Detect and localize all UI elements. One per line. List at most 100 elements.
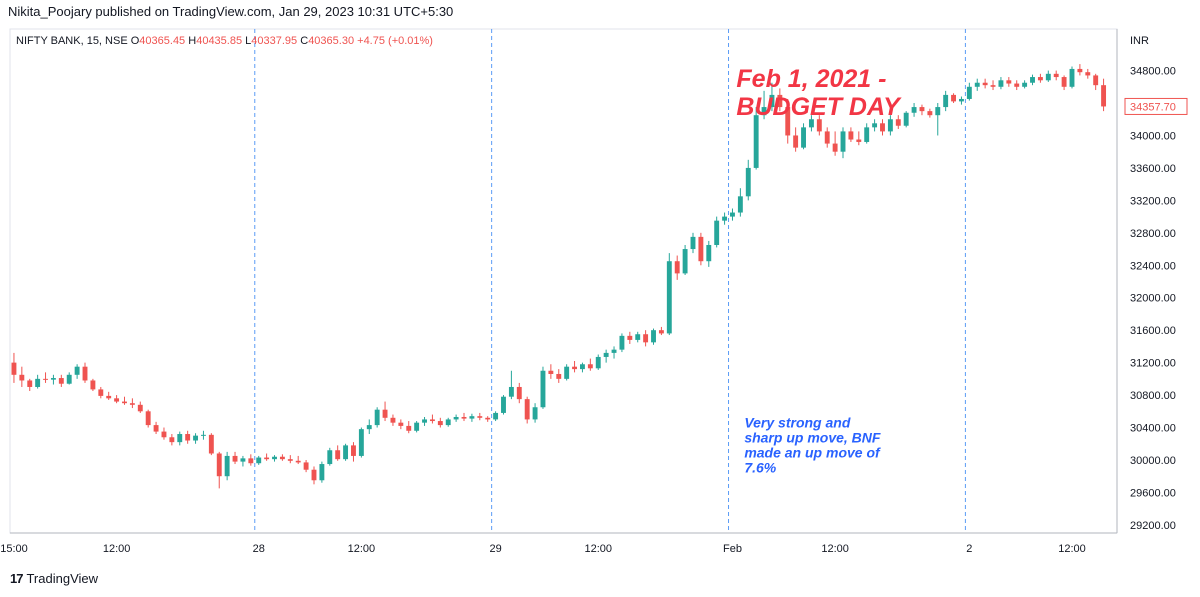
candle-body xyxy=(1085,72,1091,76)
candle-body xyxy=(532,407,538,420)
candle xyxy=(145,409,151,428)
candle-body xyxy=(753,115,759,168)
candle xyxy=(793,127,799,152)
candle-body xyxy=(169,437,175,443)
candle xyxy=(1069,66,1075,89)
time-tick-label: 29 xyxy=(489,543,501,555)
candle xyxy=(240,455,246,467)
candle-body xyxy=(201,434,206,436)
time-tick-label: 28 xyxy=(253,543,265,555)
candle xyxy=(1077,64,1083,76)
price-tick-label: 32800.00 xyxy=(1130,228,1176,240)
candle-body xyxy=(927,111,933,116)
candle xyxy=(674,255,680,280)
up-move-annotation: made an up move of xyxy=(744,445,881,461)
candle-body xyxy=(935,107,941,116)
candle xyxy=(216,451,222,489)
candle-body xyxy=(374,409,380,426)
time-tick-label: 12:00 xyxy=(103,543,131,555)
candle-body xyxy=(966,86,972,99)
candle-body xyxy=(129,403,135,405)
candle xyxy=(422,416,427,426)
footer-brand[interactable]: 17 TradingView xyxy=(10,571,98,586)
candle xyxy=(832,131,838,156)
candle-body xyxy=(287,459,293,461)
chart-frame xyxy=(9,28,1118,534)
candle-body xyxy=(485,417,491,420)
candle xyxy=(580,362,585,373)
candle-body xyxy=(208,434,214,454)
candle xyxy=(343,443,349,461)
price-tick-label: 31200.00 xyxy=(1130,358,1176,370)
candle-body xyxy=(240,458,246,462)
candle-body xyxy=(524,399,530,420)
budget-day-annotation: BUDGET DAY xyxy=(736,93,902,121)
candle xyxy=(982,78,988,89)
candle xyxy=(11,352,17,383)
candle-body xyxy=(27,380,33,387)
candle xyxy=(1014,80,1020,91)
candle-body xyxy=(366,425,372,430)
candle xyxy=(1101,78,1107,112)
candle-body xyxy=(406,425,412,431)
candle-body xyxy=(816,119,822,132)
candle xyxy=(595,354,601,370)
price-tick-label: 33600.00 xyxy=(1130,163,1176,175)
plot-border xyxy=(9,28,1118,534)
candle-body xyxy=(82,366,88,381)
price-tick-label: 34000.00 xyxy=(1130,130,1176,142)
candle xyxy=(74,364,80,379)
candle xyxy=(627,331,633,344)
candle xyxy=(477,412,483,421)
candle xyxy=(895,115,901,129)
candle xyxy=(753,107,759,170)
candle xyxy=(287,455,293,464)
candle xyxy=(161,427,167,440)
candle-body xyxy=(990,85,996,87)
candle xyxy=(635,331,641,343)
price-axis[interactable]: INR 29200.00 29600.00 30000.00 30400.00 30800… xyxy=(1124,35,1188,532)
candle-body xyxy=(556,373,562,379)
candle xyxy=(706,240,712,267)
candle xyxy=(382,401,388,422)
candle xyxy=(777,88,783,112)
candle-body xyxy=(193,435,199,441)
candle xyxy=(856,131,862,146)
candle-body xyxy=(185,434,191,441)
candle xyxy=(737,188,743,217)
last-price-label: 34357.70 xyxy=(1130,101,1176,113)
candle-body xyxy=(635,334,641,340)
candle-body xyxy=(651,330,656,343)
candle-body xyxy=(335,450,341,460)
candle-body xyxy=(358,429,364,456)
candle-body xyxy=(824,131,830,144)
candle-body xyxy=(769,94,775,108)
candle xyxy=(974,78,980,91)
candle xyxy=(840,127,846,159)
candle xyxy=(90,378,96,392)
candle-body xyxy=(311,469,317,481)
candle xyxy=(201,430,206,440)
candle xyxy=(469,413,475,422)
candle xyxy=(927,108,933,118)
close-value: 40365.30 xyxy=(308,35,355,47)
candle xyxy=(722,212,728,225)
candle-body xyxy=(264,457,270,460)
candle-body xyxy=(437,421,443,426)
candle xyxy=(619,333,625,353)
candle xyxy=(43,372,48,383)
candle-body xyxy=(627,335,633,340)
candle xyxy=(19,366,25,387)
candle xyxy=(366,419,372,435)
candle-body xyxy=(761,107,767,116)
symbol-label[interactable]: NIFTY BANK, 15, NSE xyxy=(16,35,128,47)
candle-body xyxy=(508,386,514,397)
candle xyxy=(761,90,767,120)
candle-body xyxy=(145,411,151,426)
candle-body xyxy=(382,409,388,418)
candle-body xyxy=(493,412,499,420)
time-axis[interactable]: 15:0012:002812:002912:00Feb12:00212:0031… xyxy=(0,543,1200,555)
price-tick-label: 34800.00 xyxy=(1130,66,1176,78)
candle xyxy=(319,461,325,483)
